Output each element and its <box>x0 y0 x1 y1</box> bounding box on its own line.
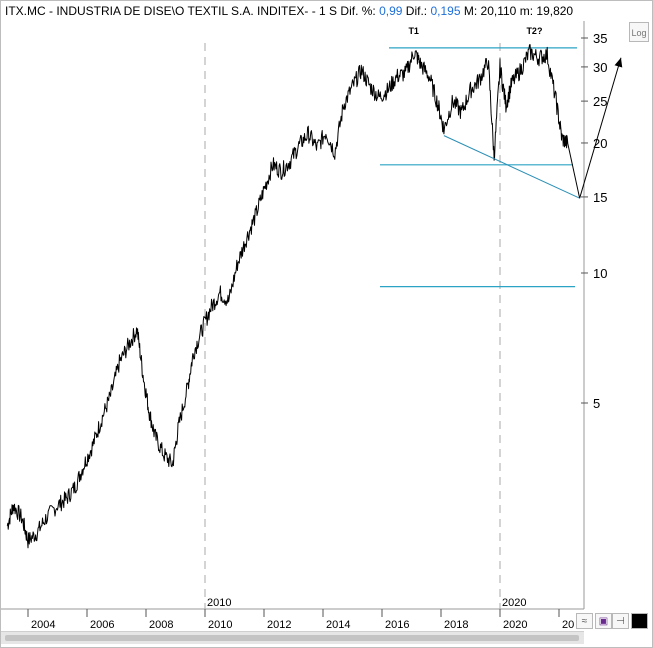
y-tick-label: 5 <box>593 396 600 411</box>
min-value: 19,820 <box>536 4 574 18</box>
log-scale-button[interactable]: Log <box>629 22 649 42</box>
zoom-fit-icon[interactable]: ≈ <box>576 613 593 629</box>
y-tick-label: 20 <box>593 136 607 151</box>
x-tick-label: 2004 <box>31 619 55 631</box>
x-tick-label: 2020 <box>503 619 527 631</box>
trend-line <box>567 143 581 199</box>
x-tick-label: 2018 <box>444 619 468 631</box>
chart-annotation: T2? <box>526 26 542 36</box>
x-tick-label: 20 <box>562 619 574 631</box>
x-tick-label: 2012 <box>267 619 291 631</box>
dif-pct-label: Dif. %: <box>340 4 376 18</box>
x-tick-label: 2010 <box>208 619 232 631</box>
save-icon[interactable]: ▣ <box>595 613 612 629</box>
trend-line <box>579 57 622 199</box>
y-tick-label: 10 <box>593 266 607 281</box>
arrow-head <box>614 57 623 68</box>
dif-label: Dif.: <box>405 4 428 18</box>
chart-header: ITX.MC - INDUSTRIA DE DISE\O TEXTIL S.A.… <box>5 4 573 18</box>
trend-line <box>443 135 580 199</box>
x-tick-label: 2006 <box>90 619 114 631</box>
dif-pct-value: 0,99 <box>379 4 403 18</box>
dif-value: 0,195 <box>430 4 461 18</box>
pin-icon[interactable]: ⊣ <box>612 613 629 629</box>
black-square-icon[interactable] <box>631 613 648 629</box>
price-line <box>6 44 569 549</box>
horizontal-scrollbar[interactable] <box>1 631 584 644</box>
y-tick-label: 25 <box>593 94 607 109</box>
year-divider-label: 2010 <box>207 597 231 609</box>
symbol-title: ITX.MC - INDUSTRIA DE DISE\O TEXTIL S.A.… <box>5 4 338 18</box>
y-tick-label: 30 <box>593 60 607 75</box>
x-tick-label: 2014 <box>326 619 350 631</box>
min-label: m: <box>519 4 534 18</box>
y-tick-label: 35 <box>593 31 607 46</box>
chart-annotation: T1 <box>408 26 419 36</box>
scrollbar-thumb[interactable] <box>5 635 579 641</box>
x-tick-label: 2016 <box>385 619 409 631</box>
x-tick-label: 2008 <box>149 619 173 631</box>
max-value: 20,110 <box>480 4 517 18</box>
max-label: M: <box>463 4 478 18</box>
y-tick-label: 15 <box>593 190 607 205</box>
year-divider-label: 2020 <box>502 597 526 609</box>
